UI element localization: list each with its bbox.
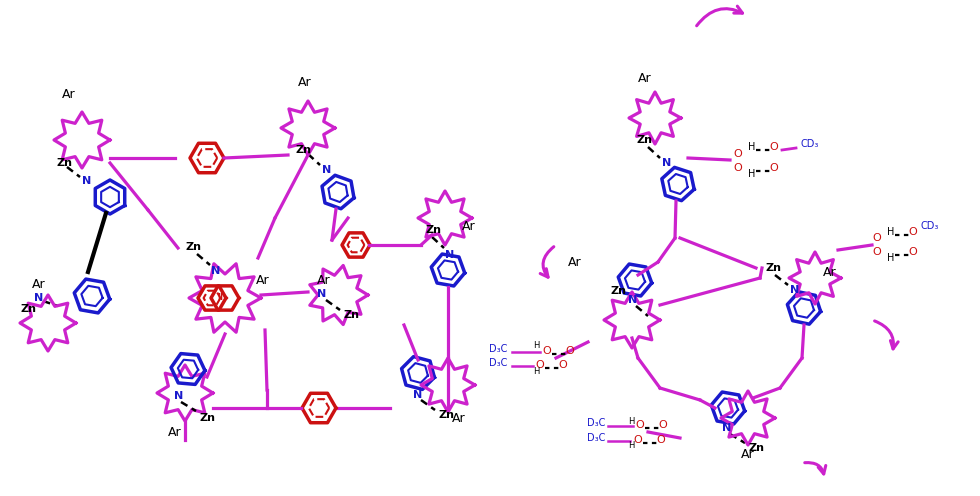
Text: Zn: Zn: [20, 304, 36, 314]
Text: O: O: [559, 360, 567, 370]
Text: Ar: Ar: [62, 88, 75, 102]
Text: O: O: [734, 163, 743, 173]
Text: Zn: Zn: [610, 286, 626, 296]
Text: Ar: Ar: [638, 71, 652, 84]
Text: O: O: [908, 247, 917, 257]
Text: O: O: [734, 149, 743, 159]
Text: H: H: [887, 227, 895, 237]
Text: N: N: [82, 176, 91, 186]
Text: O: O: [634, 435, 642, 445]
Text: Ar: Ar: [741, 448, 755, 461]
Text: Ar: Ar: [256, 273, 270, 287]
Text: H: H: [533, 340, 539, 350]
Text: Zn: Zn: [343, 310, 359, 320]
Text: Ar: Ar: [823, 265, 837, 278]
Text: CD₃: CD₃: [920, 221, 939, 231]
Text: O: O: [536, 360, 544, 370]
Text: N: N: [317, 289, 326, 299]
Text: Zn: Zn: [425, 225, 441, 235]
Text: H: H: [628, 441, 634, 450]
Text: O: O: [769, 163, 778, 173]
Text: H: H: [749, 142, 756, 152]
Text: O: O: [657, 435, 665, 445]
Text: H: H: [533, 367, 539, 375]
Text: O: O: [565, 346, 574, 356]
Text: D₃C: D₃C: [587, 433, 605, 443]
Text: Zn: Zn: [765, 263, 781, 273]
Text: CD₃: CD₃: [800, 139, 818, 149]
Text: O: O: [543, 346, 552, 356]
Text: Ar: Ar: [298, 76, 312, 89]
Text: D₃C: D₃C: [489, 344, 507, 354]
Text: N: N: [322, 165, 331, 175]
Text: Zn: Zn: [636, 135, 652, 145]
Text: N: N: [628, 295, 637, 305]
Text: N: N: [662, 158, 671, 168]
Text: H: H: [628, 417, 634, 426]
Text: D₃C: D₃C: [587, 418, 605, 428]
Text: Zn: Zn: [748, 443, 764, 453]
Text: Il: Il: [217, 294, 223, 303]
Text: N: N: [211, 266, 220, 276]
Text: N: N: [445, 250, 455, 260]
Text: O: O: [636, 420, 645, 430]
Text: O: O: [872, 247, 881, 257]
Text: Ar: Ar: [452, 412, 466, 425]
Text: O: O: [908, 227, 917, 237]
Text: Ar: Ar: [462, 220, 475, 233]
Text: Zn: Zn: [56, 158, 72, 168]
Text: O: O: [659, 420, 667, 430]
Text: Ar: Ar: [568, 256, 581, 269]
Text: H: H: [749, 169, 756, 179]
Text: D₃C: D₃C: [489, 358, 507, 368]
Text: Zn: Zn: [185, 242, 201, 252]
Text: N: N: [174, 391, 183, 401]
Text: O: O: [769, 142, 778, 152]
Text: Ar: Ar: [32, 278, 46, 292]
Text: N: N: [790, 285, 800, 295]
Text: N: N: [722, 423, 731, 433]
Text: Zn: Zn: [199, 413, 215, 423]
Text: Zn: Zn: [438, 410, 454, 420]
Text: O: O: [872, 233, 881, 243]
Text: N: N: [413, 390, 422, 400]
Text: H: H: [887, 253, 895, 263]
Text: Ar: Ar: [317, 273, 330, 287]
Text: N: N: [34, 293, 43, 303]
Text: Zn: Zn: [295, 145, 311, 155]
Text: Ar: Ar: [169, 426, 182, 438]
